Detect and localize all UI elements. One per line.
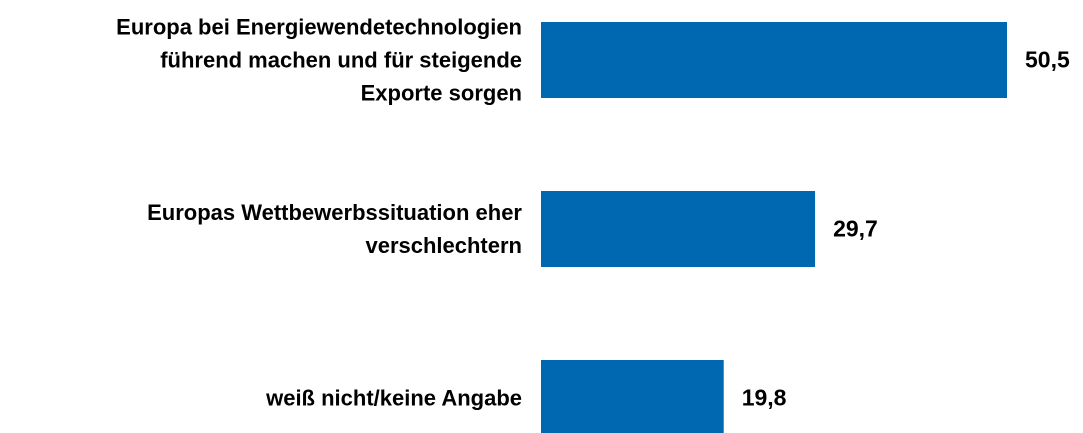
category-label: weiß nicht/keine Angabe	[266, 385, 522, 411]
bar	[541, 191, 816, 267]
value-label: 19,8	[741, 384, 787, 411]
category-label: Europa bei Energiewendetechnologien führ…	[116, 14, 522, 106]
bar	[541, 22, 1007, 98]
category-label: Europas Wettbewerbssituation eher versch…	[147, 200, 522, 258]
bar	[541, 360, 724, 433]
value-label: 50,5	[1025, 46, 1070, 73]
value-label: 29,7	[833, 215, 878, 242]
